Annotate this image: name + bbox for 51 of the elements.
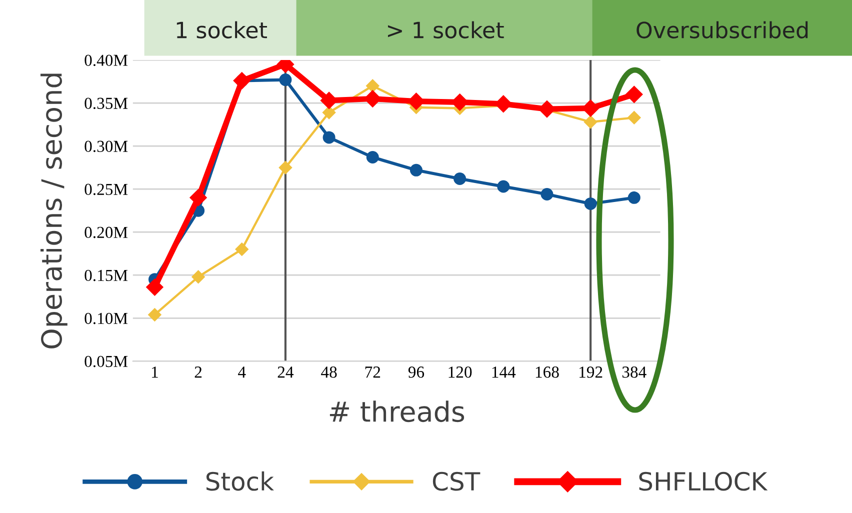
x-tick-label: 120 [448,366,472,378]
y-tick-label: 0.15M [84,270,128,282]
y-tick-label: 0.25M [84,184,128,196]
legend-label: CST [432,472,480,491]
x-tick-label: 24 [278,366,294,378]
point [278,160,292,174]
point [322,106,336,120]
point [364,90,382,108]
point [146,278,164,296]
x-tick-label: 384 [622,366,646,378]
point [540,188,554,200]
point [494,95,512,112]
point [279,74,292,86]
x-tick-label: 168 [536,366,559,378]
point [628,111,641,124]
x-tick-label: 4 [238,366,246,378]
y-tick-label: 0.40M [84,54,128,66]
point [190,189,207,206]
point [192,270,205,284]
x-tick-label: 48 [321,366,337,378]
text: > 1 socket [388,21,504,38]
legend-label: Stock [206,471,274,491]
x-axis-title: # threads [330,400,464,422]
x-tick-label: 192 [580,366,602,378]
point [584,197,597,210]
point [628,191,640,204]
point [366,150,379,164]
point [454,172,466,186]
point [410,164,422,176]
point [235,242,248,256]
y-axis-title: Operations / second [40,74,68,348]
legend-label: SHFLLOCK [639,472,768,491]
y-tick-label: 0.35M [84,98,128,110]
x-tick-label: 96 [408,366,424,378]
point [233,72,250,90]
x-tick-label: 1 [152,366,158,378]
x-tick-label: 144 [492,366,516,378]
y-tick-label: 0.20M [84,226,128,238]
y-tick-label: 0.10M [84,312,128,324]
point [322,131,336,144]
point [584,115,598,129]
text: Oversubscribed [636,21,808,38]
text: 1 socket [176,21,267,38]
point [366,79,380,92]
x-tick-label: 2 [194,366,202,378]
point [148,308,162,322]
x-tick-label: 72 [365,366,380,378]
y-tick-label: 0.30M [84,140,128,152]
y-tick-label: 0.05M [84,356,128,368]
point [497,180,510,193]
point [626,86,643,103]
